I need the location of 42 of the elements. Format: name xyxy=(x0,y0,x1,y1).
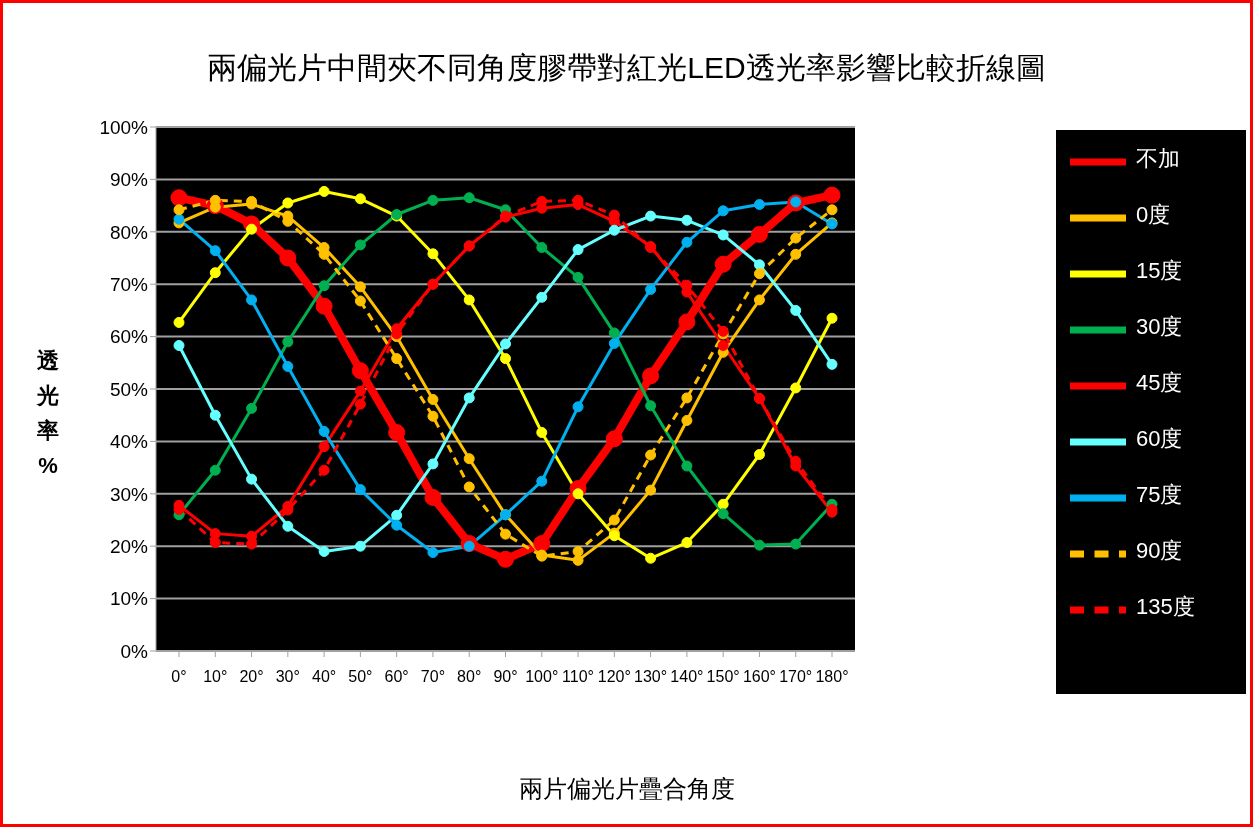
legend-label: 135度 xyxy=(1136,594,1195,620)
x-tick-label: 10° xyxy=(203,668,228,686)
legend-label: 60度 xyxy=(1136,426,1183,452)
legend-label: 不加 xyxy=(1136,146,1180,172)
y-tick-label: 30% xyxy=(109,483,149,505)
x-tick-label: 80° xyxy=(457,668,482,686)
x-tick-label: 90° xyxy=(493,668,518,686)
y-tick-label: 20% xyxy=(109,535,149,557)
x-tick-label: 50° xyxy=(348,668,373,686)
x-tick-label: 20° xyxy=(239,668,264,686)
x-tick-label: 130° xyxy=(634,668,668,686)
y-axis-title: 透光率% xyxy=(35,347,60,480)
y-tick-label: 50% xyxy=(109,378,149,400)
y-tick-label: 10% xyxy=(109,588,149,610)
y-tick-label: 80% xyxy=(109,221,149,243)
x-tick-label: 60° xyxy=(384,668,409,686)
legend-label: 0度 xyxy=(1136,202,1171,228)
x-axis-title: 兩片偏光片疊合角度 xyxy=(517,774,736,804)
y-tick-label: 70% xyxy=(109,273,149,295)
legend-label: 15度 xyxy=(1136,258,1183,284)
x-tick-label: 70° xyxy=(420,668,446,686)
y-tick-label: 60% xyxy=(109,326,149,348)
x-tick-label: 180° xyxy=(815,668,849,686)
x-tick-label: 30° xyxy=(275,668,300,686)
y-tick-label: 0% xyxy=(120,640,149,662)
legend-label: 90度 xyxy=(1136,538,1183,564)
x-tick-label: 160° xyxy=(742,668,776,686)
x-tick-label: 150° xyxy=(706,668,740,686)
x-tick-label: 110° xyxy=(562,668,595,686)
chart-title: 兩偏光片中間夾不同角度膠帶對紅光LED透光率影響比較折線圖 xyxy=(206,50,1047,86)
x-tick-label: 0° xyxy=(171,668,187,686)
legend-label: 75度 xyxy=(1136,482,1183,508)
x-tick-label: 170° xyxy=(779,668,813,686)
legend-label: 45度 xyxy=(1136,370,1183,396)
y-tick-label: 90% xyxy=(109,169,149,191)
x-tick-label: 140° xyxy=(670,668,704,686)
legend-label: 30度 xyxy=(1136,314,1183,340)
x-tick-label: 120° xyxy=(597,668,631,686)
x-tick-label: 100° xyxy=(525,668,559,686)
y-tick-label: 100% xyxy=(99,116,149,138)
y-tick-label: 40% xyxy=(109,431,149,453)
x-tick-label: 40° xyxy=(312,668,337,686)
